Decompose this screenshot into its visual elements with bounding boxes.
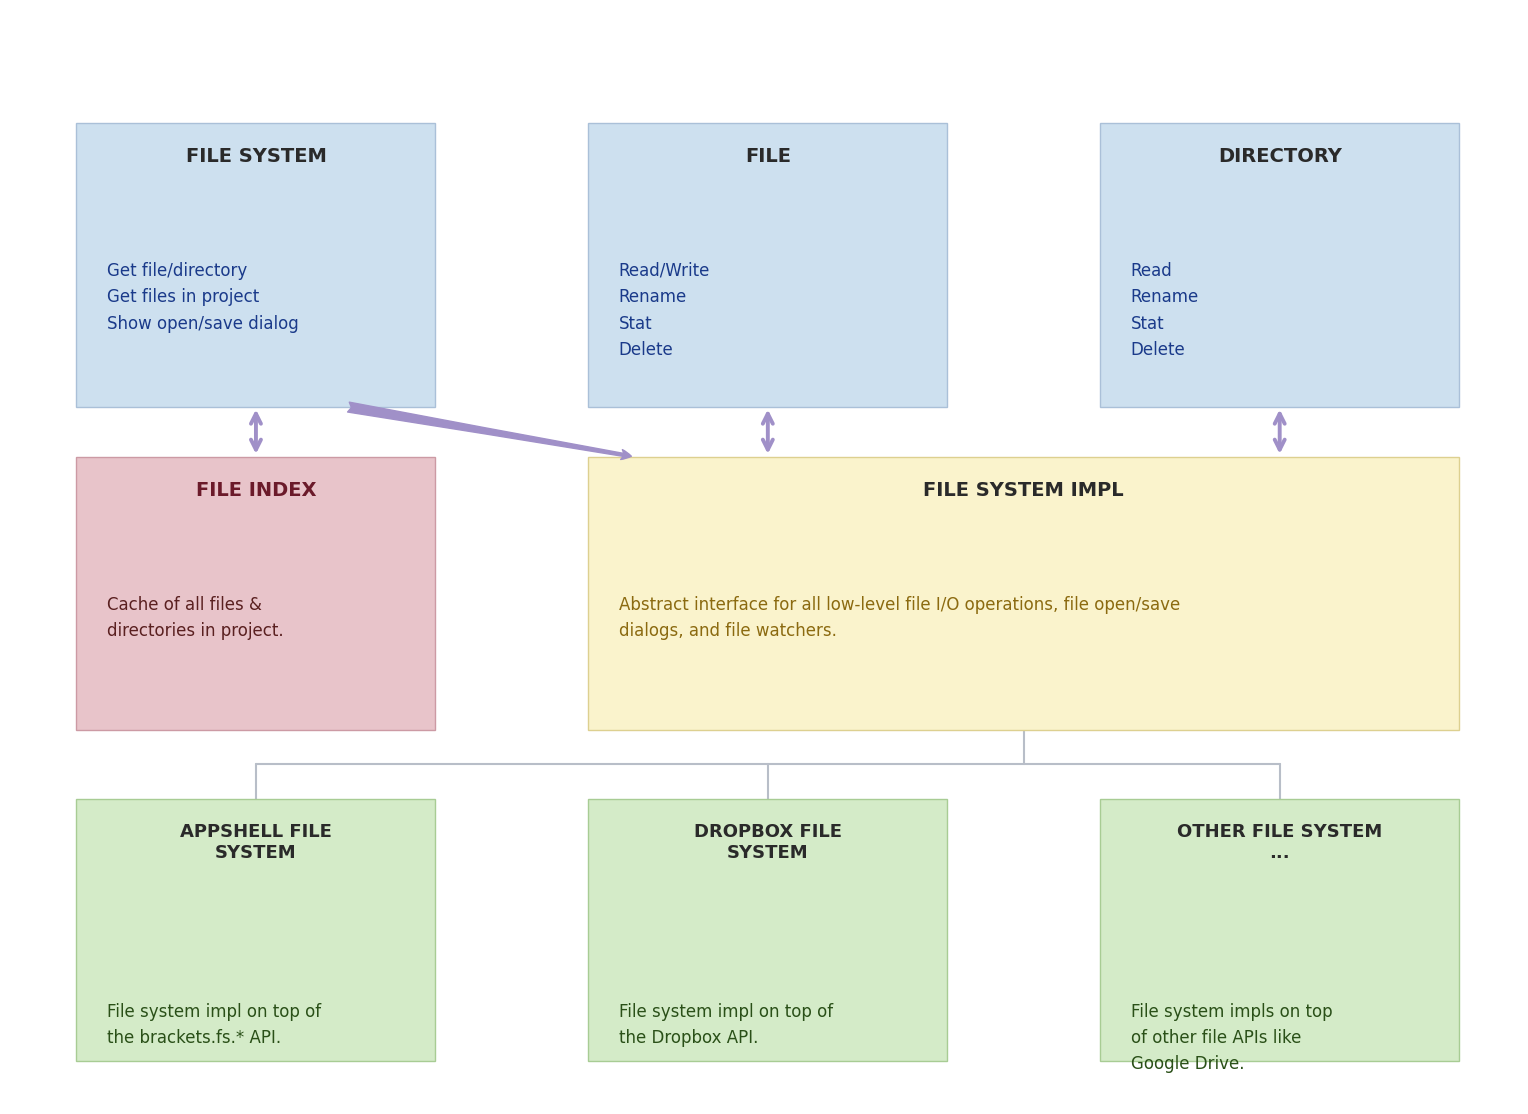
Text: FILE INDEX: FILE INDEX [196,481,316,500]
FancyBboxPatch shape [588,123,947,407]
FancyBboxPatch shape [1100,799,1459,1061]
Text: APPSHELL FILE
SYSTEM: APPSHELL FILE SYSTEM [180,823,332,862]
FancyBboxPatch shape [76,123,435,407]
Text: FILE SYSTEM: FILE SYSTEM [185,147,327,166]
Text: DROPBOX FILE
SYSTEM: DROPBOX FILE SYSTEM [694,823,842,862]
Text: Cache of all files &
directories in project.: Cache of all files & directories in proj… [107,596,284,641]
FancyBboxPatch shape [1100,123,1459,407]
Text: FILE: FILE [744,147,792,166]
Text: Get file/directory
Get files in project
Show open/save dialog: Get file/directory Get files in project … [107,262,298,333]
Text: DIRECTORY: DIRECTORY [1218,147,1342,166]
Text: Read/Write
Rename
Stat
Delete: Read/Write Rename Stat Delete [619,262,711,359]
FancyBboxPatch shape [76,799,435,1061]
FancyBboxPatch shape [76,457,435,730]
FancyBboxPatch shape [588,457,1459,730]
Text: Read
Rename
Stat
Delete: Read Rename Stat Delete [1131,262,1199,359]
FancyBboxPatch shape [588,799,947,1061]
Text: File system impl on top of
the Dropbox API.: File system impl on top of the Dropbox A… [619,1003,833,1047]
Text: Abstract interface for all low-level file I/O operations, file open/save
dialogs: Abstract interface for all low-level fil… [619,596,1180,641]
Text: OTHER FILE SYSTEM
...: OTHER FILE SYSTEM ... [1177,823,1383,862]
Text: File system impls on top
of other file APIs like
Google Drive.: File system impls on top of other file A… [1131,1003,1332,1074]
Text: File system impl on top of
the brackets.fs.* API.: File system impl on top of the brackets.… [107,1003,321,1047]
Text: FILE SYSTEM IMPL: FILE SYSTEM IMPL [923,481,1125,500]
